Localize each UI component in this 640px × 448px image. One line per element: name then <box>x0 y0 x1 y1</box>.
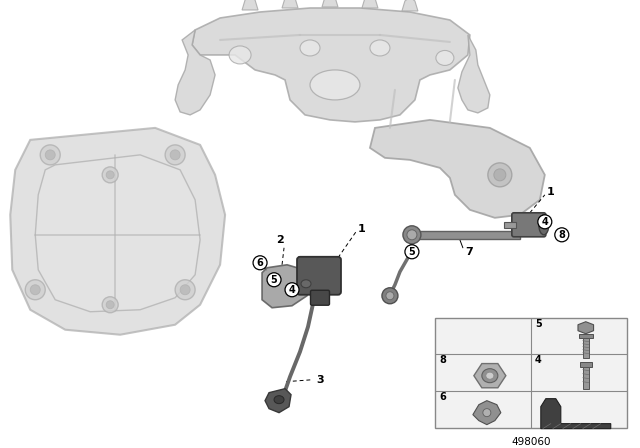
Circle shape <box>165 145 185 165</box>
Polygon shape <box>282 0 298 8</box>
Bar <box>583 338 589 358</box>
Text: 1: 1 <box>547 187 554 197</box>
Text: 8: 8 <box>439 355 446 365</box>
Text: 1: 1 <box>358 224 365 234</box>
Ellipse shape <box>436 51 454 65</box>
Text: 6: 6 <box>257 258 264 268</box>
Circle shape <box>102 167 118 183</box>
Circle shape <box>175 280 195 300</box>
Text: 4: 4 <box>535 355 541 365</box>
Polygon shape <box>370 120 545 218</box>
Ellipse shape <box>310 70 360 100</box>
Circle shape <box>494 169 506 181</box>
Ellipse shape <box>370 40 390 56</box>
Circle shape <box>40 145 60 165</box>
Ellipse shape <box>301 280 311 288</box>
Bar <box>583 367 589 389</box>
Circle shape <box>483 409 491 417</box>
Circle shape <box>488 163 512 187</box>
FancyBboxPatch shape <box>297 257 341 295</box>
Circle shape <box>407 230 417 240</box>
Circle shape <box>180 285 190 295</box>
Polygon shape <box>10 128 225 335</box>
Polygon shape <box>362 0 378 8</box>
Polygon shape <box>402 0 418 11</box>
FancyBboxPatch shape <box>310 290 330 305</box>
Polygon shape <box>192 8 470 122</box>
Circle shape <box>538 215 552 229</box>
Text: 6: 6 <box>439 392 445 402</box>
Ellipse shape <box>274 396 284 404</box>
Circle shape <box>30 285 40 295</box>
Text: 8: 8 <box>558 230 565 240</box>
Ellipse shape <box>486 372 494 379</box>
Text: 498060: 498060 <box>511 437 550 447</box>
Circle shape <box>45 150 55 160</box>
Bar <box>579 334 593 338</box>
Polygon shape <box>242 0 258 10</box>
Polygon shape <box>541 399 611 429</box>
Text: 3: 3 <box>316 375 324 385</box>
Circle shape <box>106 171 114 179</box>
Polygon shape <box>458 35 490 113</box>
Circle shape <box>405 245 419 259</box>
Circle shape <box>102 297 118 313</box>
Circle shape <box>555 228 569 242</box>
Text: 4: 4 <box>541 217 548 227</box>
Text: 5: 5 <box>408 247 415 257</box>
Circle shape <box>170 150 180 160</box>
Circle shape <box>267 273 281 287</box>
Text: 7: 7 <box>465 247 472 257</box>
Circle shape <box>25 280 45 300</box>
Ellipse shape <box>482 369 498 383</box>
Polygon shape <box>175 30 215 115</box>
Circle shape <box>253 256 267 270</box>
Ellipse shape <box>539 215 549 235</box>
Ellipse shape <box>229 46 251 64</box>
Circle shape <box>403 226 421 244</box>
Bar <box>410 231 520 239</box>
Bar <box>504 222 516 228</box>
FancyBboxPatch shape <box>512 213 546 237</box>
Bar <box>435 318 627 428</box>
Circle shape <box>382 288 398 304</box>
Circle shape <box>106 301 114 309</box>
Polygon shape <box>473 401 501 425</box>
Polygon shape <box>474 364 506 388</box>
Circle shape <box>386 292 394 300</box>
Text: 2: 2 <box>276 235 284 245</box>
Polygon shape <box>35 155 200 312</box>
Circle shape <box>285 283 299 297</box>
Polygon shape <box>262 265 310 308</box>
Polygon shape <box>578 322 593 334</box>
Bar <box>580 362 592 367</box>
Text: 5: 5 <box>271 275 277 285</box>
Text: 5: 5 <box>535 319 541 329</box>
Ellipse shape <box>300 40 320 56</box>
Text: 4: 4 <box>289 285 296 295</box>
Polygon shape <box>322 0 338 7</box>
Polygon shape <box>265 389 291 413</box>
